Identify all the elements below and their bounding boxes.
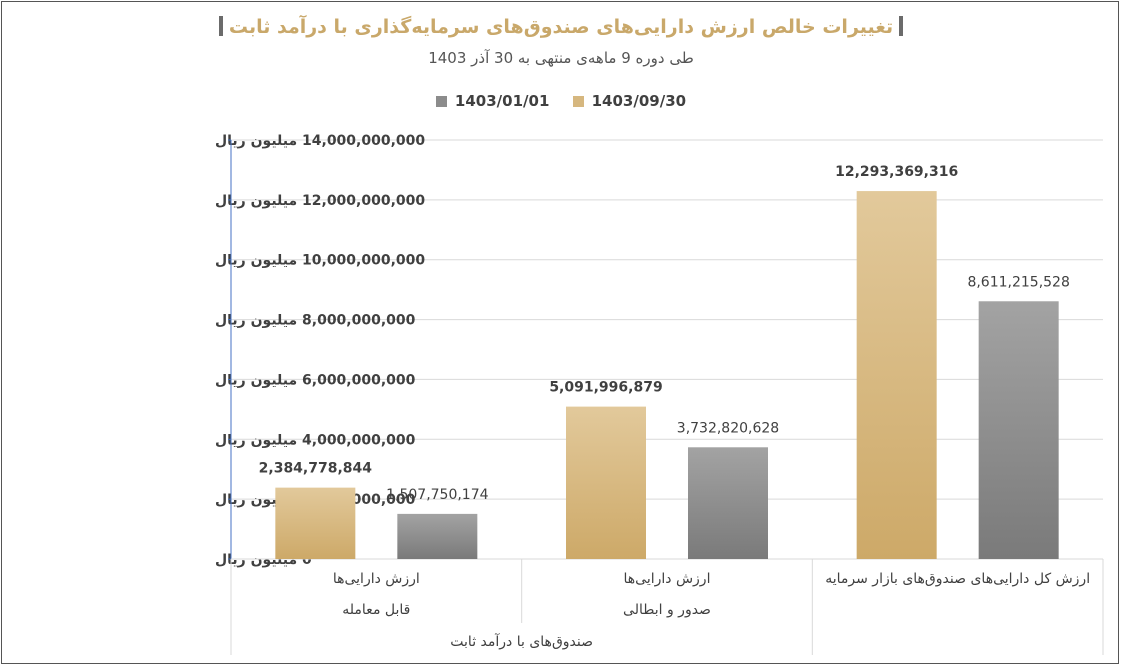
- bar-gray: [978, 301, 1059, 559]
- bar-gray: [397, 513, 478, 559]
- bar-gold: [856, 191, 937, 559]
- bar-gray: [688, 447, 768, 559]
- y-tick-label: 14,000,000,000 میلیون ریال: [215, 133, 425, 149]
- chart-title-text: تغییرات خالص ارزش دارایی‌های صندوق‌های س…: [228, 16, 894, 38]
- category-label: ارزش دارایی‌ها: [333, 571, 420, 587]
- legend-swatch-gold: [572, 95, 584, 107]
- data-label: 12,293,369,316: [835, 164, 958, 180]
- bar-gold: [566, 406, 646, 559]
- data-label: 8,611,215,528: [967, 274, 1069, 290]
- legend-item-1403-01-01: 1403/01/01: [435, 92, 550, 110]
- y-tick-label: 8,000,000,000 میلیون ریال: [215, 313, 416, 329]
- legend-item-1403-09-30: 1403/09/30: [572, 92, 687, 110]
- category-label: ارزش دارایی‌ها: [624, 571, 711, 587]
- legend-label: 1403/09/30: [591, 92, 687, 110]
- title-bar-left: [218, 16, 223, 36]
- chart-legend: 1403/01/01 1403/09/30: [0, 92, 1122, 111]
- y-tick-label: 6,000,000,000 میلیون ریال: [215, 372, 416, 388]
- y-tick-label: 10,000,000,000 میلیون ریال: [215, 253, 425, 269]
- chart-title: تغییرات خالص ارزش دارایی‌های صندوق‌های س…: [0, 16, 1122, 38]
- y-tick-label: 12,000,000,000 میلیون ریال: [215, 193, 425, 209]
- category-group-label: صندوق‌های با درآمد ثابت: [450, 633, 593, 650]
- data-label: 2,384,778,844: [259, 461, 373, 477]
- category-label-line2: صدور و ابطالی: [623, 602, 711, 618]
- data-label: 1,507,750,174: [386, 487, 489, 503]
- legend-label: 1403/01/01: [454, 92, 550, 110]
- title-bar-right: [899, 16, 904, 36]
- bar-gold: [275, 487, 356, 559]
- legend-swatch-gray: [435, 95, 447, 107]
- category-label-line2: قابل معامله: [342, 602, 410, 618]
- data-label: 3,732,820,628: [677, 420, 779, 436]
- data-label: 5,091,996,879: [549, 380, 662, 396]
- category-label: ارزش کل دارایی‌های صندوق‌های بازار سرمای…: [825, 571, 1090, 587]
- chart-subtitle: طی دوره 9 ماهه‌ی منتهی به 30 آذر 1403: [428, 49, 694, 67]
- y-tick-label: 4,000,000,000 میلیون ریال: [215, 432, 416, 448]
